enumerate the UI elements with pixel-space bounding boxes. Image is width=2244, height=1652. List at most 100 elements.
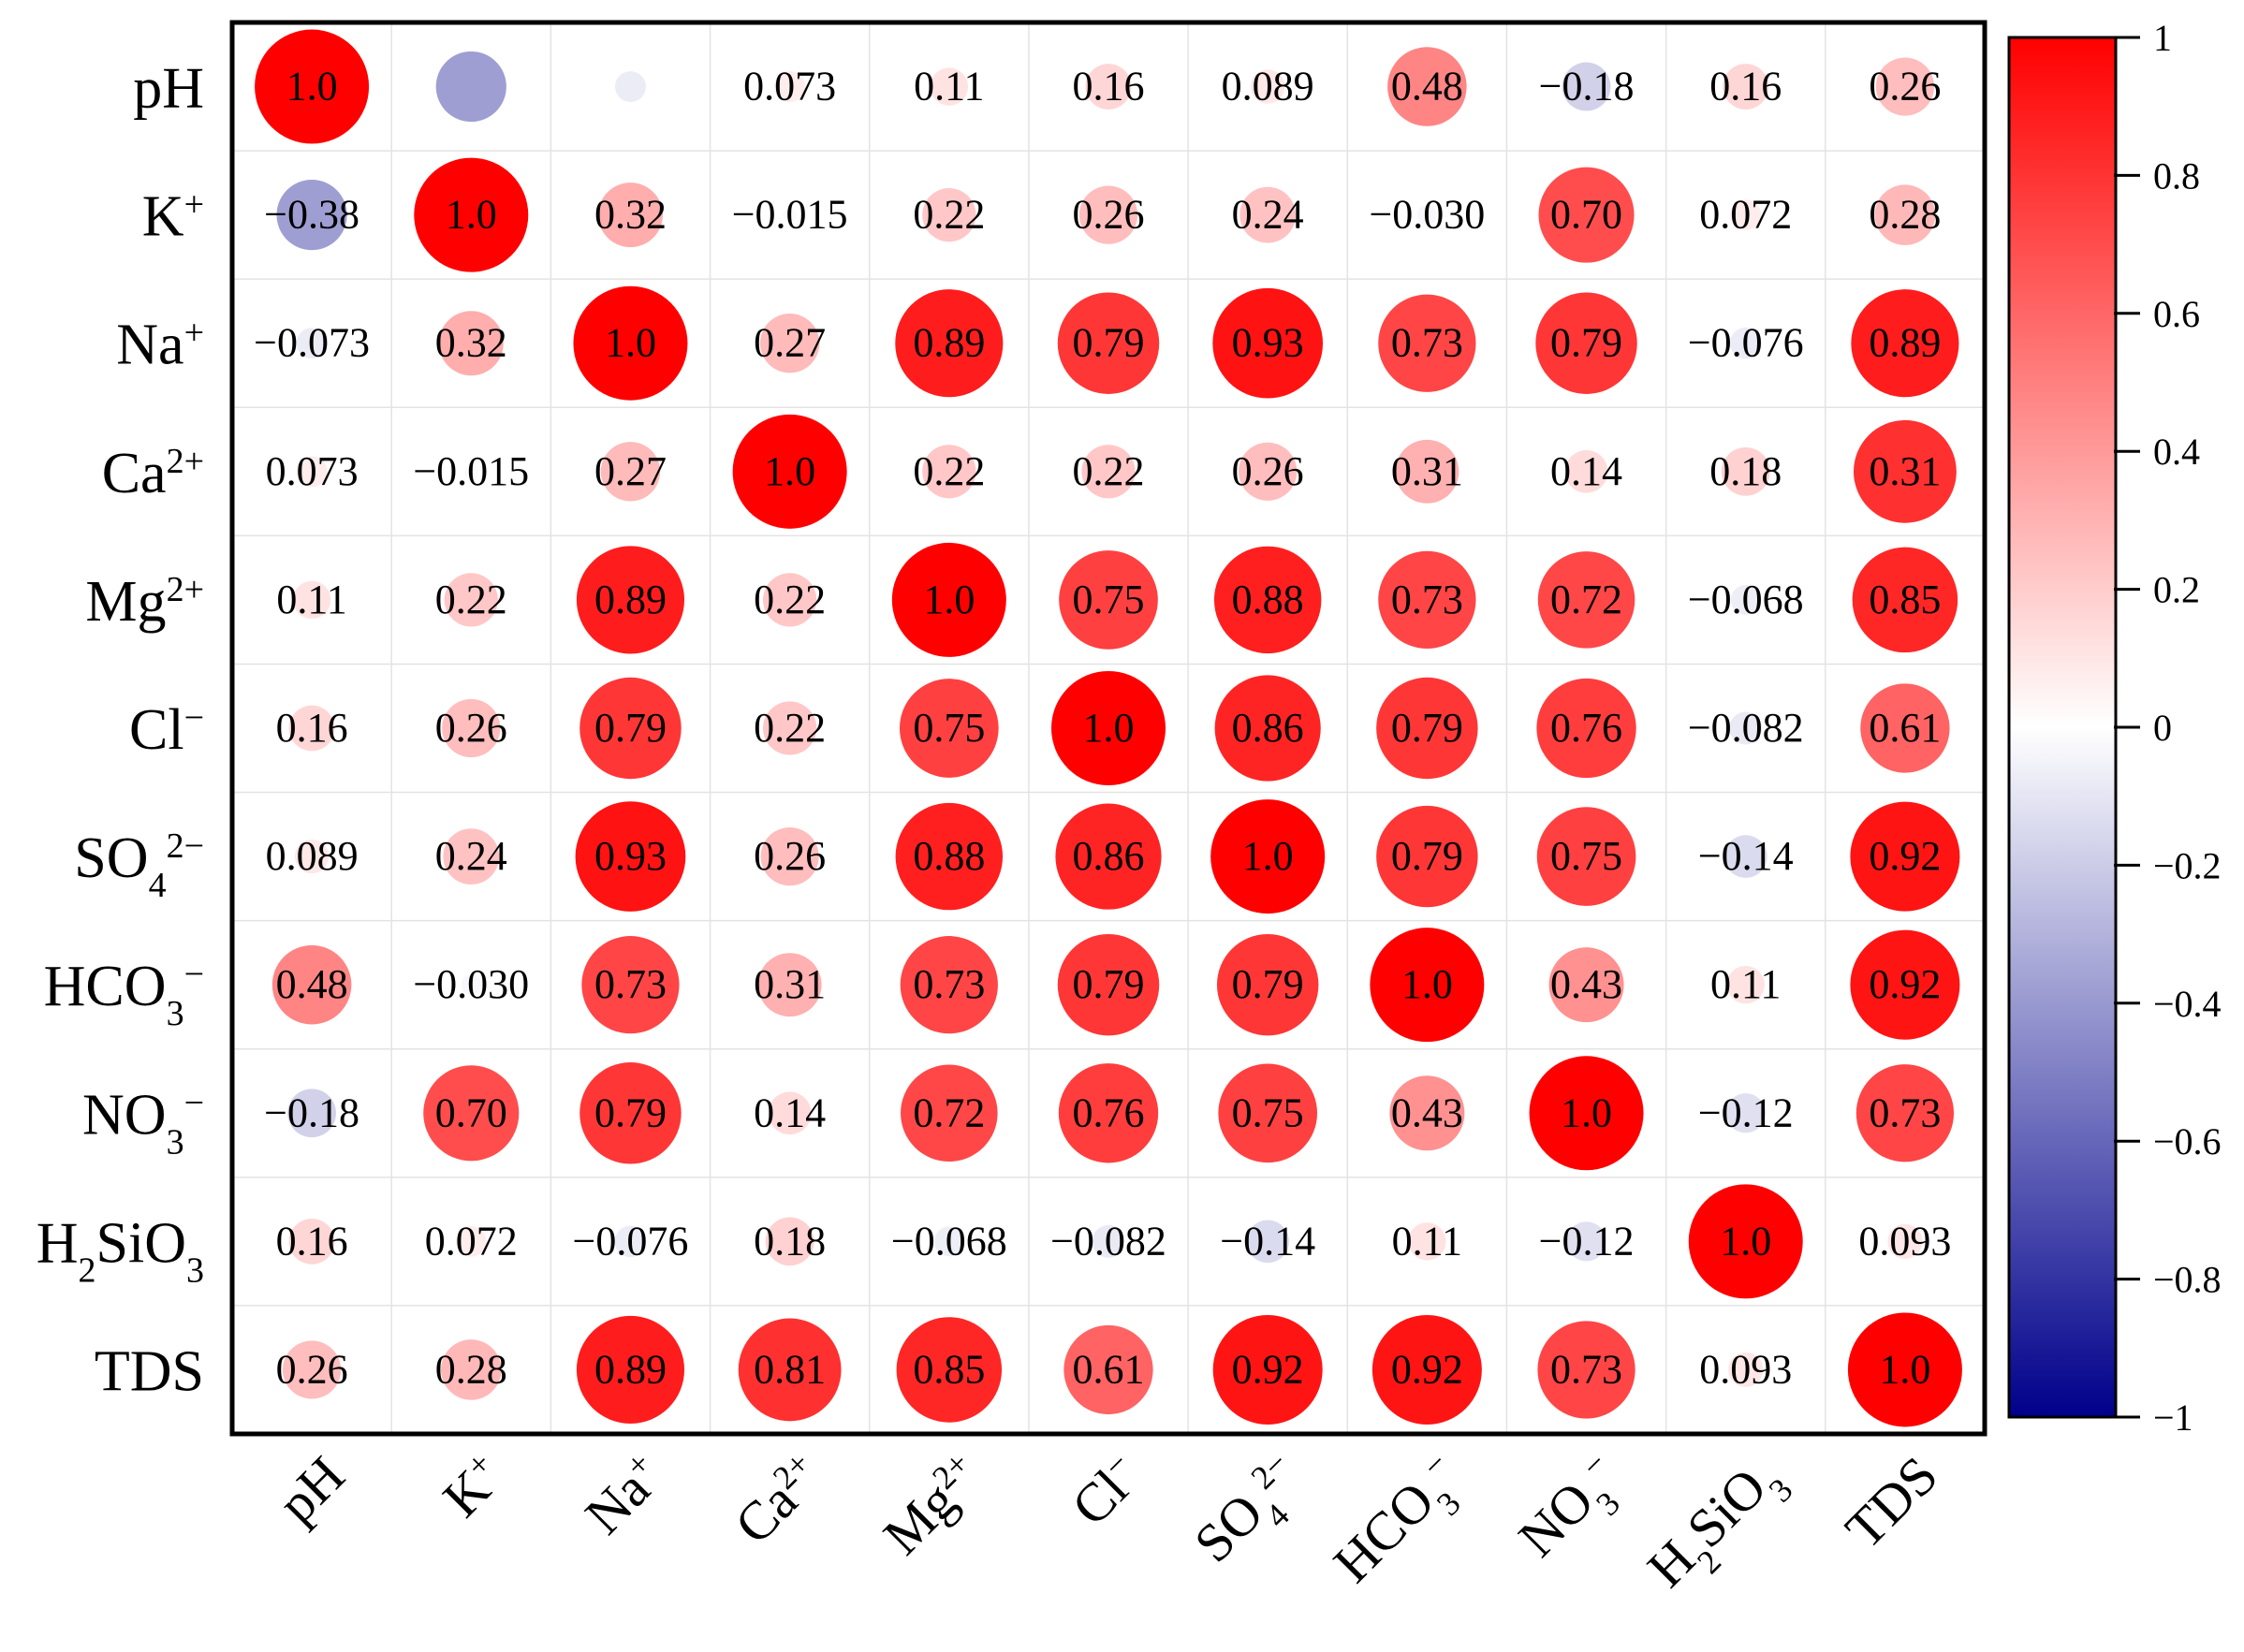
correlation-circle [1723, 835, 1767, 878]
cell-value-label: 0.72 [913, 1089, 985, 1135]
cell-value-label: 0.22 [435, 577, 507, 622]
cell-value-label: 0.31 [754, 961, 826, 1007]
correlation-circle [1081, 445, 1136, 499]
cell-value-label: 0.16 [1073, 64, 1145, 110]
correlation-circle [1057, 292, 1160, 394]
correlation-circle [757, 953, 822, 1017]
correlation-circle [1214, 675, 1321, 782]
cell-value-label: 0.73 [1869, 1089, 1941, 1135]
colorbar-tick-label: 0.6 [2153, 293, 2200, 335]
cell-value-label: −0.14 [1220, 1218, 1315, 1264]
correlation-circle [1378, 294, 1476, 392]
colorbar-tick-label: −0.8 [2153, 1259, 2222, 1301]
colorbar-tick-label: −1 [2153, 1396, 2193, 1439]
plot-frame [229, 20, 1987, 1437]
column-label: Mg2+ [872, 1444, 993, 1566]
cell-value-label: 0.89 [594, 1346, 667, 1392]
cell-value-label: 0.79 [1391, 705, 1463, 751]
correlation-circle [1416, 205, 1437, 226]
correlation-circle [287, 1089, 336, 1138]
correlation-circle [1212, 287, 1324, 399]
colorbar-tick-label: 0.2 [2153, 569, 2200, 611]
cell-value-label: 0.11 [1710, 961, 1781, 1007]
correlation-circle [1239, 442, 1298, 501]
cell-value-label: 0.43 [1550, 961, 1622, 1007]
cell-value-label: 0.11 [276, 577, 346, 622]
correlation-circle [1055, 803, 1162, 910]
colorbar-tick-label: 0 [2153, 707, 2172, 749]
row-label: Ca2+ [102, 442, 204, 505]
cell-value-label: 0.27 [594, 448, 667, 494]
row-label: HCO3− [44, 955, 204, 1033]
correlation-circle [1250, 69, 1285, 104]
correlation-circle [1852, 547, 1958, 653]
correlation-circle [294, 839, 330, 874]
correlation-circle [763, 701, 817, 755]
cell-value-label: 0.48 [1391, 64, 1463, 110]
cell-value-label: 0.16 [276, 1218, 348, 1264]
correlation-circle [1085, 64, 1132, 110]
column-label: H2SiO3 [1635, 1444, 1799, 1608]
correlation-circle [901, 1064, 998, 1162]
cell-value-label: 1.0 [764, 448, 815, 494]
correlation-circle [579, 1062, 682, 1164]
correlation-circle [1721, 446, 1770, 496]
cell-value-label: 0.26 [276, 1346, 348, 1392]
row-label: Na+ [116, 314, 204, 377]
correlation-circle [1851, 289, 1959, 398]
cell-value-label: 0.79 [1232, 961, 1304, 1007]
cell-value-label: 0.73 [1391, 320, 1463, 366]
cell-value-label: 0.79 [594, 705, 667, 751]
row-label: SO42− [74, 826, 204, 905]
cell-value-label: −0.18 [264, 1089, 359, 1135]
correlation-circle [1218, 1063, 1318, 1163]
correlation-circle [1213, 546, 1322, 654]
correlation-circle [1535, 292, 1637, 394]
cell-value-label: 0.86 [1232, 705, 1304, 751]
cell-value-label: 0.31 [1869, 448, 1941, 494]
cell-value-label: −0.12 [1539, 1218, 1635, 1264]
cell-value-label: 1.0 [1083, 705, 1135, 751]
correlation-circle [573, 285, 688, 401]
cell-value-label: 0.92 [1869, 833, 1941, 879]
colorbar-gradient [2007, 36, 2118, 1419]
cell-value-label: 0.24 [435, 833, 507, 879]
correlation-circle [597, 183, 663, 248]
row-label: K+ [142, 185, 204, 249]
correlation-circle [1092, 1224, 1125, 1258]
grid-lines [232, 22, 1985, 1434]
cell-value-label: 0.072 [1699, 192, 1792, 238]
cell-value-label: 0.48 [276, 961, 348, 1007]
cell-value-label: −0.015 [413, 448, 529, 494]
correlation-circle [738, 1318, 842, 1422]
column-label: NO3− [1506, 1444, 1640, 1578]
cell-value-label: 0.72 [1550, 577, 1622, 622]
correlation-circle [435, 51, 506, 123]
row-labels: pH K+ Na+ Ca2+ Mg2+ Cl− SO42− HCO3− NO3− H2SiO3 TD… [37, 57, 204, 1404]
cell-value-label: 0.43 [1391, 1089, 1463, 1135]
cell-value-label: 0.24 [1232, 192, 1304, 238]
correlation-circle [576, 546, 685, 654]
correlation-circle [442, 698, 501, 758]
correlation-circle [443, 828, 500, 884]
correlation-circle [1378, 550, 1476, 650]
correlation-circle [922, 188, 976, 242]
correlation-circle [1874, 184, 1936, 245]
colorbar-tick-label: 0.4 [2153, 431, 2200, 473]
cell-value-label: 0.79 [1073, 961, 1145, 1007]
cell-value-labels: 1.0 0.073 0.11 0.16 0.089 0.48 −0.18 0.16 0.26 −0… [254, 64, 1951, 1393]
correlation-circle [575, 801, 686, 912]
cell-value-label: 0.22 [1073, 448, 1145, 494]
correlation-circle [1529, 1056, 1644, 1171]
correlation-circle [783, 208, 798, 223]
cell-value-label: 0.75 [913, 705, 985, 751]
correlation-circle [1887, 1223, 1923, 1259]
column-label: TDS [1834, 1444, 1949, 1559]
correlation-circle [296, 456, 328, 488]
cell-value-label: 0.22 [913, 192, 985, 238]
cell-value-label: 0.70 [1550, 192, 1622, 238]
column-label: Ca2+ [723, 1444, 834, 1556]
correlation-circle [1376, 805, 1478, 908]
cell-value-label: 0.28 [435, 1346, 507, 1392]
